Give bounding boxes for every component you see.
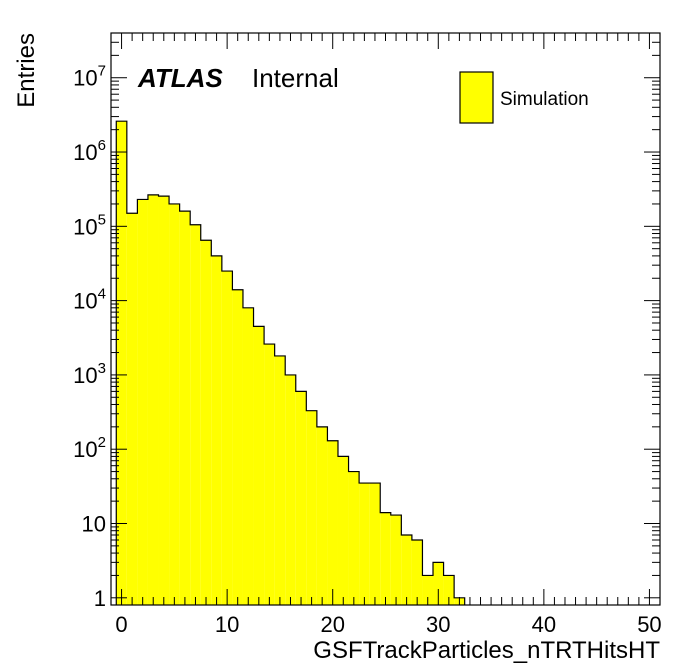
histogram-bar-4	[158, 196, 170, 605]
internal-label: Internal	[252, 63, 339, 93]
legend-swatch-simulation	[459, 71, 494, 124]
histogram-bar-15	[274, 355, 286, 605]
histogram-bar-9	[211, 255, 222, 605]
histogram-bar-7	[190, 224, 201, 605]
histogram-bar-1	[126, 213, 138, 605]
y-tick-label: 105	[73, 211, 106, 239]
histogram-bar-20	[327, 440, 338, 605]
y-tick-label: 104	[73, 286, 106, 314]
histogram-bar-10	[221, 271, 233, 605]
histogram-bar-19	[316, 426, 328, 605]
histogram-bar-31	[443, 575, 455, 605]
x-tick-label: 50	[637, 612, 661, 637]
histogram-bar-21	[337, 456, 349, 605]
x-tick-label: 40	[532, 612, 556, 637]
histogram-bar-30	[433, 562, 444, 605]
histogram-bar-26	[390, 515, 402, 605]
histogram-bar-14	[264, 344, 275, 605]
histogram-bar-3	[147, 194, 159, 606]
y-tick-label: 10	[82, 512, 106, 537]
histogram-bar-23	[359, 483, 370, 605]
histogram-outline	[115, 120, 466, 605]
x-tick-label: 30	[426, 612, 450, 637]
histogram-bar-8	[200, 240, 212, 605]
axis-ticks	[111, 32, 660, 605]
legend: Simulation	[459, 71, 589, 124]
y-tick-label: 106	[73, 137, 106, 165]
histogram-bar-27	[401, 535, 412, 605]
y-axis-title: Entries	[13, 33, 40, 108]
atlas-label: ATLAS	[137, 63, 223, 93]
x-axis-title: GSFTrackParticles_nTRTHitsHT	[313, 637, 660, 664]
histogram-bar-17	[295, 391, 307, 605]
x-tick-label: 0	[115, 612, 127, 637]
histogram-bar-22	[348, 471, 360, 605]
histogram-bar-6	[179, 211, 191, 605]
y-tick-label: 107	[73, 63, 106, 91]
y-tick-labels: 1 10 102 103 104 105 106 107	[73, 63, 106, 611]
x-tick-labels: 0 10 20 30 40 50	[115, 612, 661, 637]
histogram-bar-16	[285, 374, 296, 605]
histogram-bar-0	[116, 121, 127, 605]
histogram-bar-25	[380, 512, 391, 605]
y-tick-label: 1	[94, 586, 106, 611]
histogram-bar-12	[242, 307, 254, 605]
histogram-bar-2	[137, 199, 148, 605]
histogram-bar-28	[411, 539, 423, 605]
histogram-bars	[116, 121, 465, 606]
histogram-bar-24	[369, 483, 381, 605]
histogram-bar-13	[253, 326, 265, 605]
histogram-bar-5	[169, 203, 180, 605]
y-tick-label: 102	[73, 434, 106, 462]
histogram-bar-18	[306, 410, 317, 605]
x-tick-label: 10	[215, 612, 239, 637]
histogram-bar-11	[232, 289, 243, 605]
y-tick-label: 103	[73, 360, 106, 388]
legend-label-simulation: Simulation	[500, 89, 589, 110]
x-tick-label: 20	[320, 612, 344, 637]
histogram-bar-29	[422, 575, 434, 605]
